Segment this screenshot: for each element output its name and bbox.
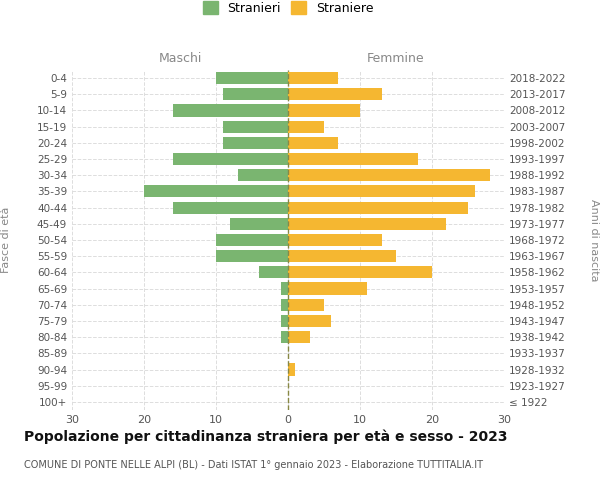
Text: Popolazione per cittadinanza straniera per età e sesso - 2023: Popolazione per cittadinanza straniera p… <box>24 430 508 444</box>
Text: COMUNE DI PONTE NELLE ALPI (BL) - Dati ISTAT 1° gennaio 2023 - Elaborazione TUTT: COMUNE DI PONTE NELLE ALPI (BL) - Dati I… <box>24 460 483 470</box>
Bar <box>223 88 288 101</box>
Bar <box>288 72 338 84</box>
Bar <box>288 298 324 311</box>
Bar <box>288 266 432 278</box>
Text: Femmine: Femmine <box>367 52 425 65</box>
Bar <box>173 202 288 213</box>
Bar <box>288 331 310 343</box>
Bar <box>173 104 288 117</box>
Bar <box>288 282 367 294</box>
Bar <box>216 250 288 262</box>
Bar <box>281 331 288 343</box>
Bar <box>223 120 288 132</box>
Bar <box>281 298 288 311</box>
Bar <box>281 282 288 294</box>
Bar <box>216 72 288 84</box>
Bar <box>223 137 288 149</box>
Text: Anni di nascita: Anni di nascita <box>589 198 599 281</box>
Bar <box>288 169 490 181</box>
Bar <box>288 315 331 327</box>
Bar <box>238 169 288 181</box>
Bar <box>288 250 396 262</box>
Text: Fasce di età: Fasce di età <box>1 207 11 273</box>
Bar <box>288 137 338 149</box>
Bar <box>281 315 288 327</box>
Bar <box>259 266 288 278</box>
Bar <box>288 88 382 101</box>
Bar <box>288 364 295 376</box>
Bar <box>288 120 324 132</box>
Bar <box>144 186 288 198</box>
Bar <box>288 153 418 165</box>
Bar <box>216 234 288 246</box>
Bar <box>173 153 288 165</box>
Bar <box>288 218 446 230</box>
Bar <box>230 218 288 230</box>
Legend: Stranieri, Straniere: Stranieri, Straniere <box>203 2 373 15</box>
Bar <box>288 234 382 246</box>
Bar <box>288 202 468 213</box>
Bar <box>288 186 475 198</box>
Bar <box>288 104 360 117</box>
Text: Maschi: Maschi <box>158 52 202 65</box>
